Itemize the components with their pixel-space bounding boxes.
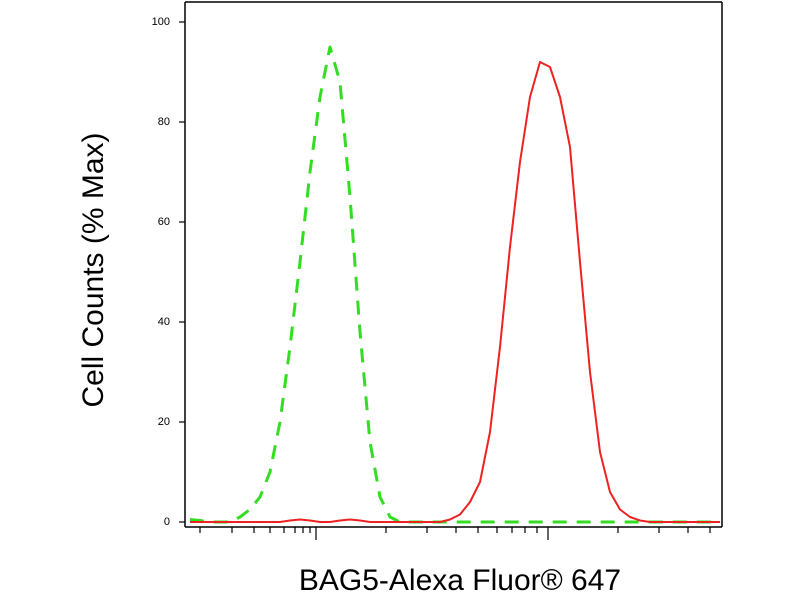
plot-frame xyxy=(184,1,723,528)
y-tick-label: 40 xyxy=(158,316,170,328)
x-axis-ticks xyxy=(199,527,711,540)
histogram-line xyxy=(189,45,720,524)
y-tick-label: 20 xyxy=(158,416,170,428)
y-tick-label: 80 xyxy=(158,116,170,128)
y-axis-label: Cell Counts (% Max) xyxy=(77,132,110,407)
x-axis-label: BAG5-Alexa Fluor® 647 xyxy=(299,564,621,597)
y-tick-label: 60 xyxy=(158,216,170,228)
y-tick-label: 0 xyxy=(164,516,170,528)
histogram-line xyxy=(190,61,720,523)
y-tick-label: 100 xyxy=(152,16,170,28)
